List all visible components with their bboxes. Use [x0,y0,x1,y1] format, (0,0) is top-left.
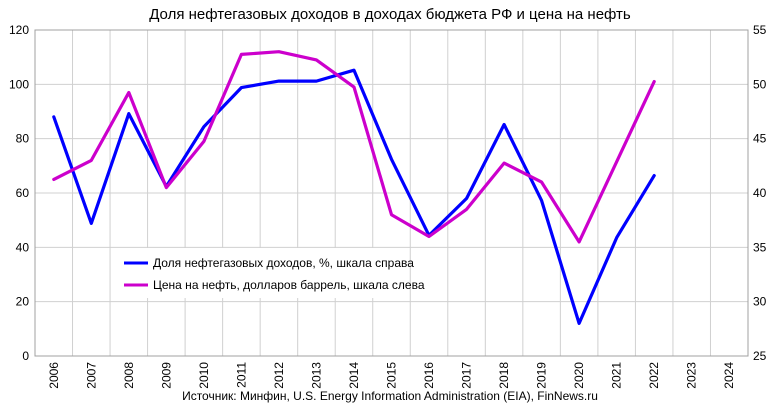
x-tick-label: 2021 [610,362,624,389]
right-tick-label: 40 [753,186,767,200]
gridlines [34,29,749,357]
right-tick-label: 30 [753,295,767,309]
left-tick-label: 100 [9,77,29,91]
series-lines [52,50,656,325]
left-tick-label: 0 [22,349,29,363]
x-tick-label: 2022 [647,362,661,389]
x-tick-label: 2013 [309,362,323,389]
legend-label: Цена на нефть, долларов баррель, шкала с… [153,278,425,292]
left-tick-label: 80 [16,132,30,146]
x-tick-label: 2024 [722,362,736,389]
x-tick-label: 2018 [497,362,511,389]
x-tick-label: 2020 [572,362,586,389]
right-tick-label: 45 [753,132,767,146]
right-tick-label: 25 [753,349,767,363]
legend-box [117,248,409,298]
right-axis-ticks: 25 30 35 40 45 50 55 [753,23,767,363]
x-tick-label: 2014 [347,362,361,389]
series-line-oil-price [52,50,656,244]
x-tick-label: 2008 [122,362,136,389]
left-tick-label: 20 [16,295,30,309]
left-tick-label: 40 [16,240,30,254]
left-tick-label: 60 [16,186,30,200]
legend-label: Доля нефтегазовых доходов, %, шкала спра… [153,256,414,270]
x-tick-label: 2010 [197,362,211,389]
x-tick-label: 2016 [422,362,436,389]
x-tick-label: 2011 [234,362,248,388]
x-tick-label: 2006 [47,362,61,389]
x-tick-label: 2023 [685,362,699,389]
x-tick-label: 2007 [84,362,98,389]
x-tick-label: 2009 [159,362,173,389]
x-tick-label: 2012 [272,362,286,389]
legend: Доля нефтегазовых доходов, %, шкала спра… [117,248,425,298]
left-axis-ticks: 0 20 40 60 80 100 120 [9,23,29,363]
x-tick-label: 2017 [460,362,474,389]
right-tick-label: 55 [753,23,767,37]
x-tick-label: 2019 [535,362,549,389]
x-axis-ticks: 2006 2007 2008 2009 2010 2011 2012 2013 2014 2015… [47,362,736,389]
plot-border [34,29,749,357]
right-tick-label: 35 [753,240,767,254]
chart-title: Доля нефтегазовых доходов в доходах бюдж… [149,6,631,23]
x-tick-label: 2015 [385,362,399,389]
series-line-revenue-share [52,68,656,325]
right-tick-label: 50 [753,77,767,91]
source-note: Источник: Минфин, U.S. Energy Informatio… [182,389,598,403]
left-tick-label: 120 [9,23,29,37]
